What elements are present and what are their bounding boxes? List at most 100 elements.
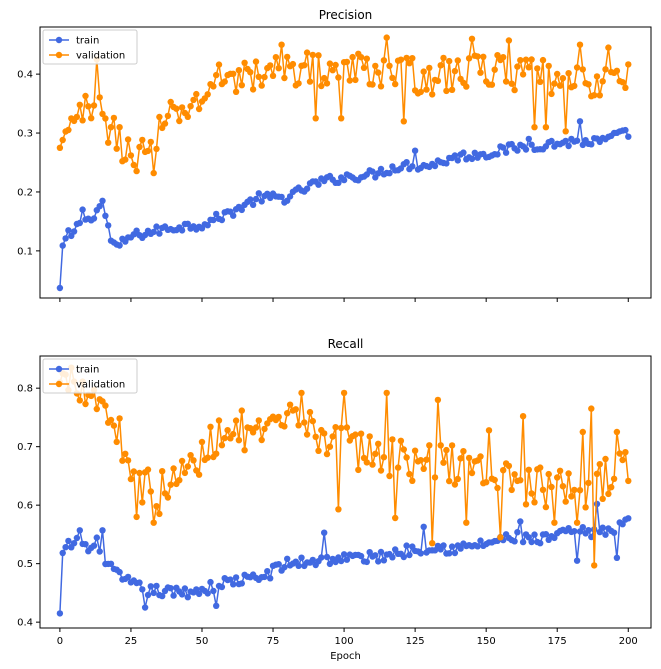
chart-title: Precision — [319, 8, 373, 22]
data-point — [525, 135, 532, 143]
data-point — [519, 413, 527, 420]
data-point — [585, 81, 592, 88]
data-point — [167, 481, 174, 488]
data-point — [357, 552, 365, 560]
data-point — [343, 556, 351, 563]
data-point — [377, 165, 385, 173]
data-point — [468, 155, 476, 163]
data-point — [119, 457, 126, 464]
data-point — [417, 88, 424, 96]
data-point — [514, 63, 521, 70]
data-point — [380, 57, 388, 64]
data-point — [147, 138, 154, 146]
data-point — [539, 56, 547, 64]
data-point — [122, 450, 129, 457]
data-point — [136, 469, 143, 477]
data-point — [537, 464, 544, 471]
data-point — [56, 284, 64, 292]
data-point — [357, 54, 365, 61]
data-point — [235, 437, 243, 444]
data-point — [301, 61, 308, 69]
data-point — [329, 67, 336, 74]
data-point — [178, 457, 186, 465]
data-point — [477, 69, 484, 76]
data-point — [181, 585, 189, 592]
data-point — [554, 70, 561, 78]
data-point — [451, 481, 459, 488]
data-point — [619, 521, 626, 528]
data-point — [511, 471, 518, 478]
data-point — [102, 212, 109, 219]
data-point — [551, 80, 558, 87]
x-tick-label: 0 — [57, 636, 63, 647]
data-point — [531, 499, 538, 506]
data-point — [286, 193, 294, 200]
data-point — [215, 417, 223, 424]
data-point — [468, 35, 476, 42]
data-point — [625, 515, 632, 522]
data-point — [622, 449, 629, 456]
data-point — [437, 62, 444, 69]
data-point — [485, 427, 493, 434]
data-point — [565, 470, 572, 477]
data-point — [272, 54, 280, 61]
data-point — [150, 519, 157, 526]
data-point — [539, 486, 547, 493]
data-point — [255, 417, 262, 424]
data-point — [76, 527, 84, 534]
data-point — [369, 461, 376, 468]
x-axis-label: Epoch — [330, 651, 361, 662]
data-point — [588, 141, 595, 148]
data-point — [207, 578, 214, 586]
data-point — [338, 424, 345, 432]
data-point — [417, 457, 424, 464]
data-point — [249, 429, 257, 436]
data-point — [519, 538, 527, 546]
data-point — [343, 424, 351, 431]
data-point — [295, 562, 302, 569]
data-point — [545, 470, 552, 478]
data-point — [471, 149, 478, 156]
chart-title: Recall — [328, 337, 364, 351]
data-point — [429, 540, 436, 547]
data-point — [218, 442, 226, 449]
data-point — [195, 105, 203, 113]
data-point — [215, 61, 223, 68]
data-point — [261, 573, 268, 581]
data-point — [167, 98, 174, 106]
data-point — [446, 550, 453, 557]
data-point — [275, 65, 282, 72]
data-point — [255, 73, 262, 81]
data-point — [167, 585, 174, 592]
data-point — [122, 156, 129, 163]
legend-label-validation: validation — [76, 380, 125, 391]
data-point — [221, 434, 228, 442]
data-point — [218, 583, 226, 591]
data-point — [451, 549, 459, 557]
data-point — [335, 506, 342, 513]
data-point — [386, 472, 393, 480]
data-point — [110, 422, 118, 429]
x-tick-label: 175 — [548, 636, 567, 647]
data-point — [522, 56, 530, 63]
data-point — [406, 551, 413, 559]
data-point — [113, 145, 120, 152]
data-point — [352, 431, 359, 438]
data-point — [323, 450, 331, 458]
panel-precision: Precision 0.1 0.2 0.3 0.4 train validation — [17, 8, 652, 302]
data-point — [241, 59, 248, 66]
data-point — [312, 433, 319, 440]
data-point — [622, 126, 629, 134]
data-point — [340, 551, 348, 558]
data-point — [65, 126, 72, 134]
data-point — [99, 110, 106, 118]
data-point — [511, 538, 518, 545]
data-point — [178, 591, 186, 598]
data-point — [360, 64, 368, 72]
axes-frame — [39, 26, 652, 299]
data-point — [343, 58, 351, 66]
data-point — [110, 114, 118, 122]
data-point — [76, 219, 84, 227]
data-point — [318, 82, 325, 90]
